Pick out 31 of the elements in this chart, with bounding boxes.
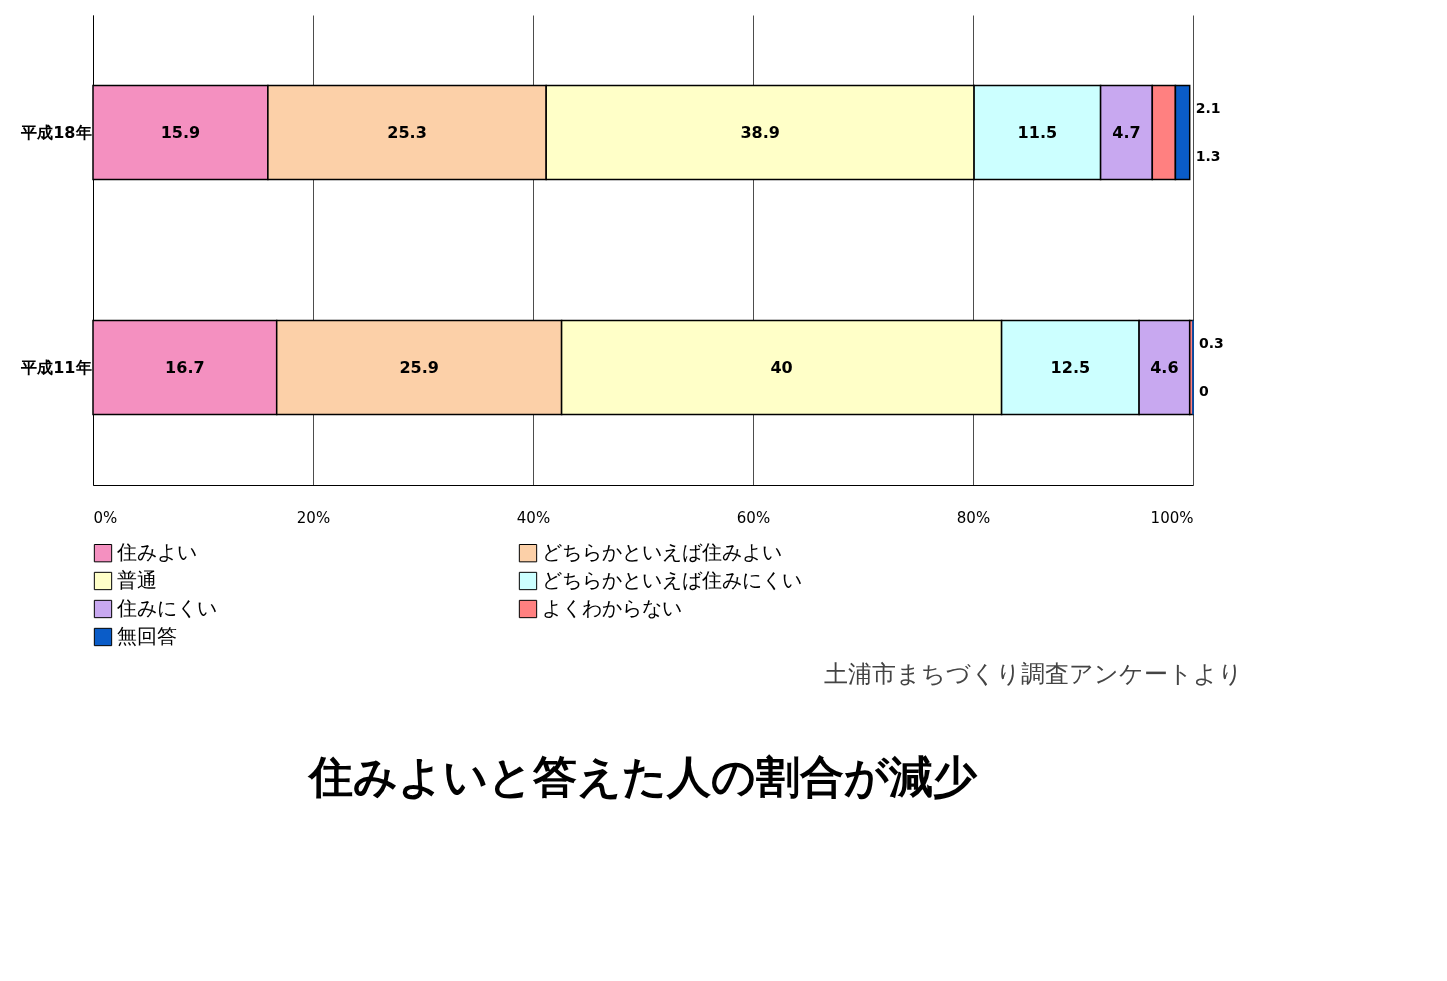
legend-label: 無回答 [117,624,177,648]
data-label: 25.9 [399,357,439,377]
data-label: 2.1 [1195,99,1221,116]
x-tick-label: 40% [516,508,551,527]
x-tick-label: 20% [296,508,331,527]
x-tick-label: 80% [956,508,991,527]
data-label: 0.3 [1199,334,1224,351]
x-tick-label: 100% [1150,508,1194,527]
data-label: 12.5 [1050,357,1091,377]
legend-label: よくわからない [542,596,682,620]
y-tick-label: 平成11年 [20,357,92,377]
data-label: 40 [770,357,793,377]
legend-label: どちらかといえば住みにくい [542,568,802,592]
data-label: 0 [1199,382,1209,399]
data-label: 38.9 [740,122,780,142]
data-label: 1.3 [1195,147,1221,164]
legend-label: 住みよい [116,540,197,565]
legend-label: 普通 [117,568,157,592]
legend-label: どちらかといえば住みよい [542,540,782,565]
data-label: 16.7 [165,357,205,377]
data-label: 15.9 [160,122,201,142]
text: 住みよいと答えた人の割合が減少 [307,751,978,802]
x-tick-label: 60% [736,508,771,527]
data-label: 11.5 [1017,122,1058,142]
text: 土浦市まちづくり調査アンケートより [824,660,1243,688]
x-tick-label: 0% [93,508,118,527]
data-label: 4.7 [1112,122,1141,142]
legend-label: 住みにくい [116,596,217,620]
y-tick-label: 平成18年 [20,122,92,142]
data-label: 25.3 [387,122,427,142]
data-label: 4.6 [1150,357,1179,377]
